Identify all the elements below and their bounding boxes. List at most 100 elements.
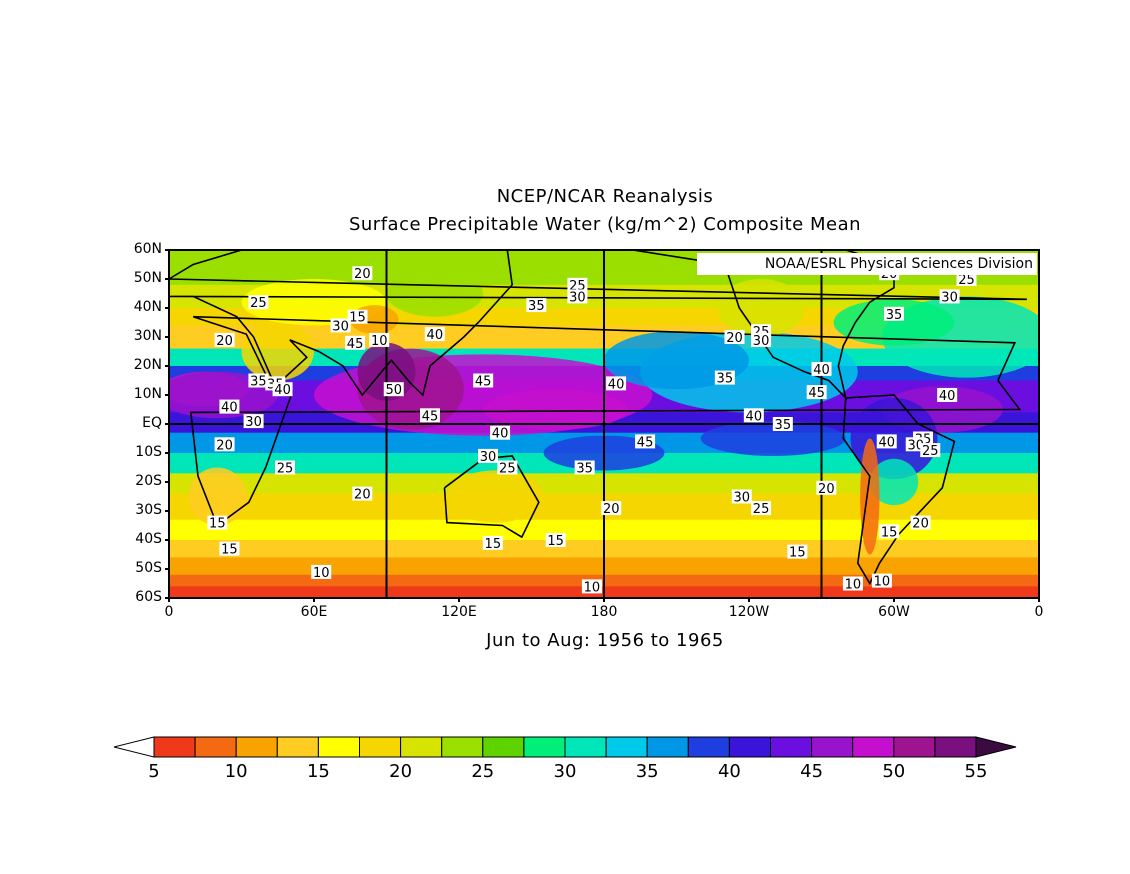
credit-text: NOAA/ESRL Physical Sciences Division: [765, 256, 1033, 272]
feature-18: [869, 458, 919, 506]
svg-text:20: 20: [818, 482, 835, 497]
lat-label: 20S: [135, 473, 162, 489]
contour-label: 40: [811, 361, 832, 378]
svg-text:20: 20: [354, 488, 371, 503]
lat-label: 30N: [133, 328, 162, 344]
svg-text:45: 45: [475, 375, 492, 390]
svg-text:15: 15: [789, 546, 806, 561]
contour-label: 20: [724, 330, 745, 346]
svg-text:30: 30: [941, 290, 958, 305]
lat-label: 10S: [135, 444, 162, 460]
svg-text:15: 15: [349, 311, 366, 326]
colorbar-label: 35: [635, 761, 659, 782]
contour-label: 25: [497, 460, 518, 477]
contour-label: 45: [635, 434, 656, 450]
contour-label: 25: [920, 443, 941, 459]
svg-text:10: 10: [371, 334, 388, 349]
contour-label: 30: [243, 414, 264, 430]
credit-box: [697, 253, 1037, 275]
contour-label: 30: [751, 332, 772, 349]
lon-label: 60W: [878, 604, 910, 620]
svg-text:30: 30: [733, 491, 750, 506]
contour-label: 10: [369, 332, 390, 349]
colorbar-label: 25: [471, 761, 495, 782]
svg-text:25: 25: [250, 296, 267, 311]
svg-text:30: 30: [907, 438, 924, 453]
svg-text:35: 35: [717, 372, 734, 387]
contour-label: 20: [816, 480, 837, 497]
svg-text:10: 10: [313, 566, 330, 581]
feature-19: [860, 438, 880, 555]
contour-label: 45: [420, 408, 440, 424]
contour-label: 20: [214, 437, 235, 453]
contour-label: 50: [383, 382, 404, 398]
contour-label: 35: [248, 373, 269, 390]
lon-label: 0: [1034, 604, 1044, 620]
svg-text:20: 20: [603, 502, 620, 517]
contour-label: 20: [214, 332, 235, 349]
map-frame: [168, 249, 1040, 599]
contour-label: 25: [751, 501, 772, 517]
svg-text:20: 20: [354, 267, 371, 282]
svg-text:25: 25: [499, 462, 516, 477]
contour-label: 10: [311, 564, 332, 581]
lat-label: 40S: [135, 531, 162, 547]
feature-1: [483, 389, 629, 430]
feature-10: [241, 322, 314, 381]
contour-label: 45: [473, 373, 494, 390]
contour-label: 30: [731, 489, 752, 506]
contour-label: 15: [207, 515, 228, 532]
lat-label: 20N: [133, 357, 162, 373]
lat-label: 50N: [133, 270, 162, 286]
svg-text:25: 25: [753, 502, 770, 517]
contour-label: 40: [490, 425, 511, 442]
contour-label: 40: [219, 399, 240, 416]
contour-label: 40: [876, 434, 897, 450]
svg-text:30: 30: [332, 319, 349, 334]
chart-subtitle: Surface Precipitable Water (kg/m^2) Comp…: [348, 214, 862, 235]
contour-label: 35: [714, 370, 735, 387]
svg-text:30: 30: [245, 415, 262, 430]
lat-label: EQ: [142, 415, 162, 431]
contour-label: 30: [330, 318, 351, 334]
time-period: Jun to Aug: 1956 to 1965: [486, 630, 724, 651]
svg-text:20: 20: [216, 438, 233, 453]
contour-label: 10: [842, 576, 863, 593]
svg-text:30: 30: [480, 450, 497, 465]
feature-12: [446, 470, 544, 523]
colorbar-label: 5: [148, 761, 160, 782]
contour-label: 30: [567, 289, 588, 305]
contour-label: 10: [581, 579, 602, 595]
contour-label: 35: [884, 306, 904, 323]
lat-label: 40N: [133, 299, 162, 315]
contour-label: 15: [545, 533, 566, 549]
svg-text:10: 10: [874, 575, 891, 590]
svg-text:45: 45: [637, 435, 654, 450]
svg-text:15: 15: [881, 525, 898, 540]
colorbar-label: 15: [306, 761, 330, 782]
contour-label: 20: [910, 515, 931, 532]
svg-text:40: 40: [492, 427, 509, 442]
svg-text:35: 35: [775, 418, 792, 433]
colorbar-label: 10: [224, 761, 248, 782]
lat-label: 60S: [135, 589, 162, 605]
svg-text:40: 40: [221, 401, 238, 416]
svg-text:20: 20: [216, 334, 233, 349]
lat-label: 50S: [135, 560, 162, 576]
contour-label: 40: [743, 408, 764, 424]
contour-labels: 2025201530451040253035353540403020255045…: [207, 266, 977, 595]
svg-text:20: 20: [912, 517, 929, 532]
colorbar-label: 55: [964, 761, 988, 782]
chart-title: NCEP/NCAR Reanalysis: [496, 186, 714, 207]
svg-text:40: 40: [608, 377, 625, 392]
colorbar-label: 50: [882, 761, 906, 782]
colorbar-label: 20: [389, 761, 413, 782]
contour-label: 30: [939, 289, 960, 305]
svg-text:30: 30: [569, 290, 586, 305]
lat-label: 30S: [135, 502, 162, 518]
svg-text:30: 30: [753, 334, 770, 349]
svg-text:40: 40: [746, 409, 763, 424]
svg-text:35: 35: [886, 308, 903, 323]
colorbar-label: 30: [553, 761, 577, 782]
lon-label: 120W: [728, 604, 770, 620]
